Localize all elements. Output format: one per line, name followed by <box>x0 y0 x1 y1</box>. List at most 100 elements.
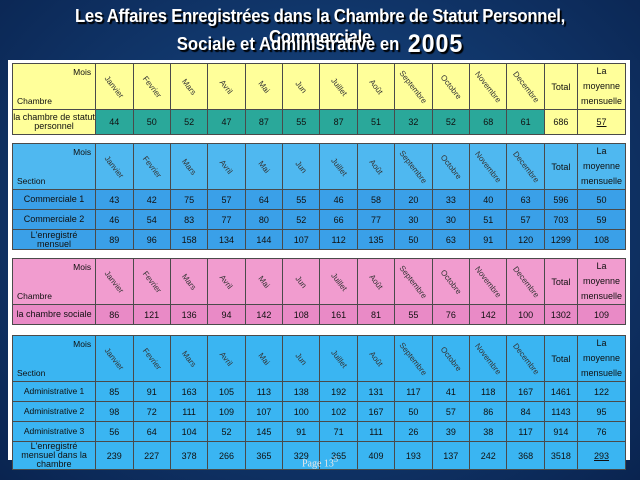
value-cell: 134 <box>207 229 246 250</box>
value-cell: 365 <box>244 441 284 470</box>
value-cell: 40 <box>469 189 508 210</box>
value-cell: 38 <box>469 421 508 442</box>
value-cell: 145 <box>244 421 284 442</box>
header-month-cell: Fevrier <box>132 63 171 110</box>
month-label: Novembre <box>473 341 504 376</box>
total-cell: 686 <box>543 109 579 135</box>
tables-panel: Mois Chambre Janvier Fevrier Mars Avril Mai Jun… <box>8 60 630 470</box>
header-moyenne: La moyenne mensuelle <box>577 335 626 382</box>
value-cell: 89 <box>95 229 134 250</box>
value-cell: 193 <box>394 441 433 470</box>
header-month-cell: Octobre <box>431 143 471 190</box>
month-label: Decembre <box>510 341 541 376</box>
header-mois-label: Mois <box>73 262 92 272</box>
moyenne-cell: 59 <box>577 209 626 230</box>
moyenne-cell: 57 <box>577 109 626 135</box>
header-corner-cell: Mois Chambre <box>11 63 97 110</box>
month-label: Mai <box>256 158 272 175</box>
value-cell: 167 <box>506 381 545 402</box>
header-corner-cell: Mois Section <box>11 335 97 382</box>
table-row: L'enregistré mensuel dans la chambre 239 2… <box>11 441 626 470</box>
value-cell: 81 <box>356 304 396 325</box>
value-cell: 42 <box>132 189 171 210</box>
value-cell: 266 <box>207 441 246 470</box>
moyenne-cell: 109 <box>577 304 626 325</box>
header-month-cell: Janvier <box>95 258 134 305</box>
value-cell: 57 <box>207 189 246 210</box>
header-month-cell: Janvier <box>95 143 134 190</box>
value-cell: 51 <box>356 109 396 135</box>
value-cell: 86 <box>95 304 134 325</box>
table-sociale: Mois Chambre Janvier Fevrier Mars Avril Mai Jun… <box>11 258 626 325</box>
header-month-cell: Septembre <box>394 143 433 190</box>
header-row: Mois Section Janvier Fevrier Mars Avril Mai Jun… <box>11 335 626 382</box>
value-cell: 100 <box>506 304 545 325</box>
header-moyenne: La moyenne mensuelle <box>577 258 626 305</box>
value-cell: 104 <box>169 421 209 442</box>
header-month-cell: Jun <box>282 63 321 110</box>
month-label: Novembre <box>473 264 504 299</box>
value-cell: 30 <box>431 209 471 230</box>
value-cell: 41 <box>431 381 471 402</box>
header-month-cell: Août <box>356 63 396 110</box>
header-mois-label: Mois <box>73 339 92 349</box>
total-cell: 1299 <box>543 229 579 250</box>
value-cell: 192 <box>319 381 358 402</box>
month-label: Septembre <box>397 263 430 300</box>
month-label: Janvier <box>102 153 126 180</box>
moyenne-cell: 95 <box>577 401 626 422</box>
month-label: Mai <box>256 78 272 95</box>
header-month-cell: Septembre <box>394 63 433 110</box>
slide-title-year: 2005 <box>407 30 464 58</box>
header-month-cell: Octobre <box>431 335 471 382</box>
value-cell: 111 <box>356 421 396 442</box>
slide-title-line2: Sociale et Administrative en 2005 <box>22 30 617 59</box>
month-label: Avril <box>218 349 235 368</box>
value-cell: 239 <box>95 441 134 470</box>
total-cell: 596 <box>543 189 579 210</box>
value-cell: 52 <box>282 209 321 230</box>
value-cell: 94 <box>207 304 246 325</box>
value-cell: 55 <box>282 189 321 210</box>
value-cell: 87 <box>244 109 284 135</box>
header-month-cell: Août <box>356 335 396 382</box>
month-label: Mars <box>180 348 199 369</box>
table-row: Commerciale 1 43 42 75 57 64 55 46 58 20 33 40 63 596… <box>11 189 626 210</box>
value-cell: 56 <box>95 421 134 442</box>
value-cell: 368 <box>506 441 545 470</box>
header-month-cell: Août <box>356 258 396 305</box>
value-cell: 72 <box>132 401 171 422</box>
header-corner-cell: Mois Chambre <box>11 258 97 305</box>
header-month-cell: Mars <box>169 258 209 305</box>
value-cell: 96 <box>132 229 171 250</box>
header-month-cell: Jun <box>282 335 321 382</box>
value-cell: 51 <box>469 209 508 230</box>
value-cell: 158 <box>169 229 209 250</box>
header-month-cell: Juillet <box>319 63 358 110</box>
value-cell: 57 <box>506 209 545 230</box>
value-cell: 138 <box>282 381 321 402</box>
value-cell: 20 <box>394 189 433 210</box>
value-cell: 83 <box>169 209 209 230</box>
month-label: Septembre <box>397 68 430 105</box>
value-cell: 54 <box>132 209 171 230</box>
row-label: la chambre sociale <box>11 304 97 325</box>
month-label: Janvier <box>102 345 126 372</box>
value-cell: 91 <box>282 421 321 442</box>
value-cell: 50 <box>394 401 433 422</box>
header-row-axis-label: Chambre <box>17 291 52 301</box>
value-cell: 55 <box>282 109 321 135</box>
header-month-cell: Mai <box>244 143 284 190</box>
value-cell: 409 <box>356 441 396 470</box>
header-month-cell: Jun <box>282 258 321 305</box>
value-cell: 121 <box>132 304 171 325</box>
month-label: Fevrier <box>140 153 163 180</box>
table-commerciale: Mois Section Janvier Fevrier Mars Avril Mai Jun… <box>11 143 626 250</box>
value-cell: 131 <box>356 381 396 402</box>
value-cell: 30 <box>394 209 433 230</box>
month-label: Octobre <box>438 72 464 101</box>
value-cell: 87 <box>319 109 358 135</box>
value-cell: 117 <box>506 421 545 442</box>
month-label: Octobre <box>438 152 464 181</box>
value-cell: 52 <box>431 109 471 135</box>
